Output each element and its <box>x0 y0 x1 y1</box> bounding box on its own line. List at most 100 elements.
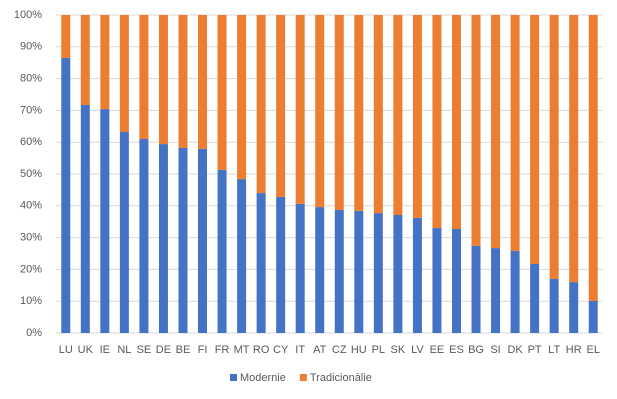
bar-segment <box>315 207 325 333</box>
bar-segment <box>588 15 598 301</box>
bar-segment <box>354 210 364 333</box>
bar-segment <box>393 215 403 333</box>
y-tick-label: 70% <box>20 104 42 116</box>
x-tick-label: EE <box>430 344 445 356</box>
bar-segment <box>80 15 90 105</box>
y-tick-label: 0% <box>26 327 42 339</box>
bar-segment <box>139 139 149 333</box>
bar-segment <box>295 15 305 204</box>
x-tick-label: LU <box>59 344 73 356</box>
x-tick-label: AT <box>313 344 327 356</box>
bar-segment <box>373 213 383 333</box>
bar-segment <box>569 282 579 333</box>
bar-segment <box>158 15 168 145</box>
bar-segment <box>315 15 325 208</box>
bar-segment <box>276 196 286 333</box>
bar-segment <box>256 15 266 194</box>
bar-segment <box>373 15 383 214</box>
bar-segment <box>61 15 71 58</box>
x-tick-label: MT <box>234 344 250 356</box>
bar-segment <box>198 15 208 149</box>
bar-segment <box>491 15 501 249</box>
x-tick-label: PL <box>372 344 385 356</box>
bar-segment <box>471 15 481 246</box>
bar-segment <box>295 203 305 333</box>
x-tick-label: HR <box>566 344 582 356</box>
bar-segment <box>100 15 110 110</box>
x-tick-label: SK <box>391 344 406 356</box>
y-tick-label: 90% <box>20 41 42 53</box>
bar-segment <box>471 245 481 333</box>
bar-segment <box>569 15 579 283</box>
x-tick-label: CY <box>273 344 289 356</box>
bar-segment <box>80 104 90 333</box>
x-tick-label: IT <box>295 344 305 356</box>
bar-segment <box>412 15 422 218</box>
x-tick-label: ES <box>449 344 464 356</box>
legend-swatch <box>299 374 307 381</box>
bar-segment <box>217 15 227 170</box>
x-tick-label: DE <box>156 344 171 356</box>
bar-segment <box>237 179 247 333</box>
x-tick-label: SI <box>490 344 500 356</box>
x-tick-label: HU <box>351 344 367 356</box>
y-tick-label: 20% <box>20 263 42 275</box>
bar-segment <box>451 15 461 230</box>
x-tick-label: PT <box>528 344 542 356</box>
legend-label: Tradicionālie <box>310 372 372 384</box>
bar-segment <box>158 144 168 333</box>
x-tick-label: EL <box>586 344 599 356</box>
y-tick-label: 100% <box>14 9 42 21</box>
y-tick-label: 40% <box>20 200 42 212</box>
bar-segment <box>549 278 559 333</box>
bar-segment <box>217 169 227 333</box>
bar-segment <box>178 15 188 148</box>
bar-segment <box>276 15 286 197</box>
bar-segment <box>100 109 110 334</box>
legend-swatch <box>230 374 237 381</box>
bar-segment <box>198 148 208 333</box>
bar-segment <box>451 229 461 333</box>
x-tick-label: LV <box>411 344 424 356</box>
bar-segment <box>334 15 344 210</box>
bar-segment <box>119 132 129 333</box>
x-tick-label: DK <box>507 344 523 356</box>
bar-segment <box>530 263 540 333</box>
bar-segment <box>139 15 149 140</box>
y-tick-label: 50% <box>20 168 42 180</box>
x-tick-label: RO <box>253 344 270 356</box>
y-tick-label: 60% <box>20 136 42 148</box>
y-tick-label: 10% <box>20 295 42 307</box>
bar-segment <box>334 209 344 333</box>
bar-segment <box>256 193 266 333</box>
bar-segment <box>61 57 71 334</box>
x-tick-label: SE <box>137 344 152 356</box>
x-tick-label: FI <box>198 344 208 356</box>
legend-label: Modernie <box>240 372 286 384</box>
bar-segment <box>393 15 403 216</box>
bar-segment <box>510 15 520 251</box>
x-tick-label: BG <box>468 344 484 356</box>
bar-segment <box>412 217 422 333</box>
bar-segment <box>549 15 559 279</box>
x-tick-label: NL <box>117 344 131 356</box>
bar-segment <box>432 228 442 333</box>
x-tick-label: IE <box>100 344 110 356</box>
bar-segment <box>354 15 364 211</box>
bar-segment <box>510 250 520 333</box>
bar-segment <box>491 248 501 333</box>
y-tick-label: 30% <box>20 232 42 244</box>
bar-segment <box>119 15 129 133</box>
bar-segment <box>178 147 188 333</box>
bar-segment <box>237 15 247 180</box>
x-tick-label: BE <box>176 344 191 356</box>
y-tick-label: 80% <box>20 73 42 85</box>
x-tick-label: LT <box>548 344 560 356</box>
bar-segment <box>432 15 442 229</box>
x-tick-label: FR <box>215 344 230 356</box>
bar-segment <box>530 15 540 264</box>
x-tick-label: UK <box>78 344 94 356</box>
bar-segment <box>588 300 598 333</box>
x-tick-label: CZ <box>332 344 347 356</box>
